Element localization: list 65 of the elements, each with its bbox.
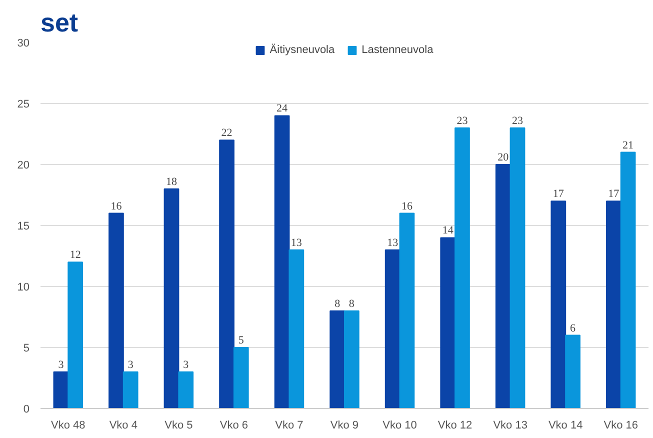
data-label: 13: [387, 236, 399, 249]
data-label: 16: [401, 200, 413, 212]
y-tick-label: 0: [23, 404, 30, 416]
data-label: 20: [498, 152, 510, 164]
bar: [384, 249, 400, 408]
x-tick-label: Vko 48: [51, 420, 86, 432]
bar: [122, 371, 138, 408]
x-tick-label: Vko 14: [548, 420, 583, 432]
bar: [344, 310, 360, 408]
x-tick-label: Vko 13: [493, 420, 528, 432]
data-label: 14: [442, 224, 454, 237]
chart-title: set: [40, 8, 78, 38]
data-label: 8: [334, 298, 341, 310]
bar: [178, 371, 194, 408]
data-label: 8: [348, 298, 355, 310]
x-tick-label: Vko 7: [275, 420, 304, 432]
y-tick-label: 30: [17, 38, 30, 50]
x-tick-label: Vko 12: [438, 420, 472, 432]
bar: [620, 152, 636, 408]
bar: [550, 200, 566, 408]
data-label: 5: [238, 334, 244, 346]
bar: [510, 127, 526, 408]
y-tick-label: 25: [17, 98, 30, 110]
data-label: 3: [183, 358, 190, 371]
data-label: 6: [570, 322, 576, 334]
bar: [288, 249, 304, 408]
x-tick-label: Vko 9: [330, 420, 359, 432]
x-tick-label: Vko 4: [109, 420, 138, 432]
legend-label: Äitiysneuvola: [270, 44, 335, 56]
data-label: 12: [70, 249, 81, 262]
data-label: 16: [110, 200, 122, 212]
bar: [399, 212, 415, 408]
data-label: 18: [166, 176, 178, 188]
x-tick-label: Vko 10: [382, 420, 417, 432]
y-tick-label: 10: [17, 282, 30, 294]
data-label: 17: [552, 188, 564, 200]
bar: [454, 127, 470, 408]
data-label: 17: [608, 188, 620, 200]
data-label: 3: [128, 358, 134, 371]
bar: [68, 262, 84, 408]
y-tick-label: 5: [23, 342, 30, 354]
data-label: 24: [276, 102, 288, 115]
bar: [565, 334, 580, 408]
bar: [219, 140, 234, 408]
bar: [164, 188, 180, 408]
bar: [495, 164, 511, 408]
bar: [108, 212, 124, 408]
bar: [440, 237, 456, 408]
data-label: 22: [221, 127, 232, 140]
bar: [274, 115, 290, 408]
y-tick-label: 15: [17, 220, 30, 232]
x-tick-label: Vko 5: [164, 420, 193, 432]
legend-label: Lastenneuvola: [362, 44, 434, 56]
data-label: 23: [456, 114, 468, 127]
bar: [330, 310, 345, 408]
bar: [233, 347, 249, 408]
x-tick-label: Vko 6: [220, 420, 248, 432]
x-tick-label: Vko 16: [604, 420, 638, 432]
bar: [606, 200, 622, 408]
data-label: 23: [512, 114, 524, 127]
data-label: 13: [290, 236, 302, 249]
y-tick-label: 20: [17, 160, 30, 172]
data-label: 3: [58, 358, 64, 371]
data-label: 21: [622, 139, 634, 152]
bar: [53, 371, 69, 408]
